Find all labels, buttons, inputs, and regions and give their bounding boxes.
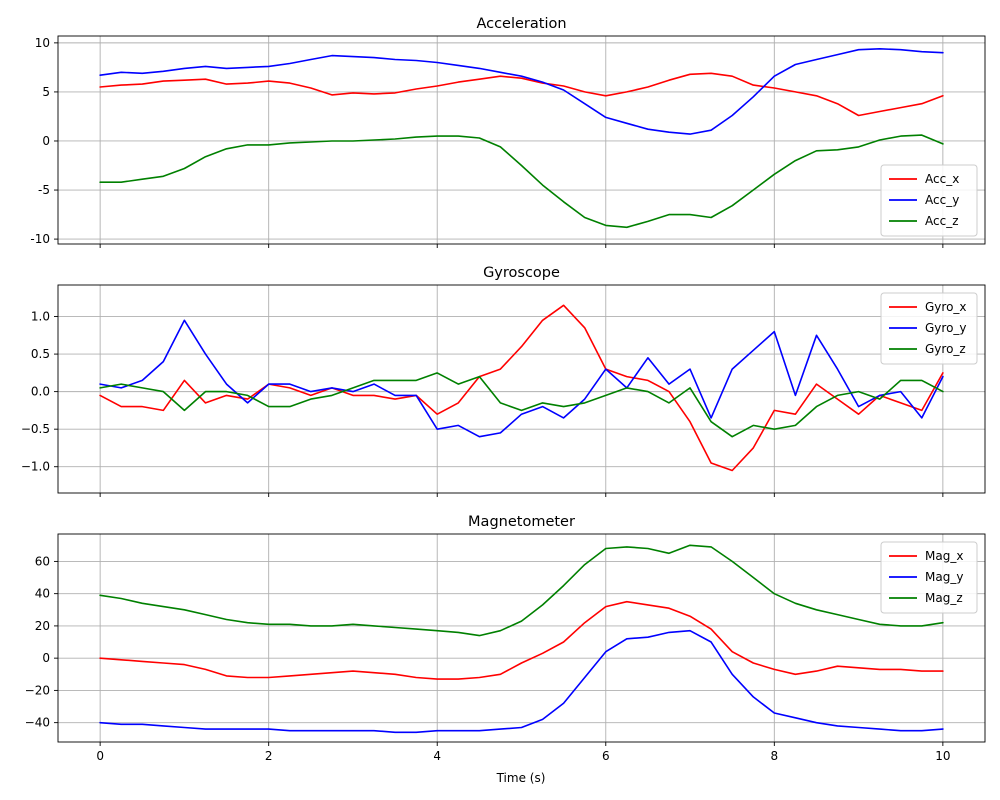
legend-label-mag-z: Mag_z bbox=[925, 591, 963, 605]
x-tick-label: 8 bbox=[770, 749, 778, 763]
x-tick-label: 4 bbox=[433, 749, 441, 763]
series-line-mag-z bbox=[99, 544, 944, 637]
legend-label-mag-x: Mag_x bbox=[925, 549, 963, 563]
series-line-acc-x bbox=[99, 72, 944, 117]
y-tick-label: -10 bbox=[30, 232, 50, 246]
y-tick-label: −40 bbox=[25, 716, 50, 730]
series-line-mag-y bbox=[99, 629, 944, 734]
y-tick-label: 20 bbox=[35, 619, 50, 633]
legend: Acc_x Acc_y Acc_z bbox=[880, 164, 978, 237]
subplot-title: Gyroscope bbox=[483, 265, 560, 281]
legend-label-gyro-y: Gyro_y bbox=[925, 321, 967, 335]
series-line-acc-z bbox=[99, 134, 944, 229]
y-tick-label: −20 bbox=[25, 683, 50, 697]
y-tick-label: 0 bbox=[42, 651, 50, 665]
x-tick-label: 6 bbox=[602, 749, 610, 763]
legend-label-gyro-z: Gyro_z bbox=[925, 342, 966, 356]
y-tick-label: 0.0 bbox=[31, 385, 50, 399]
x-axis-label: Time (s) bbox=[496, 771, 546, 785]
legend-box bbox=[880, 541, 978, 614]
y-tick-label: 60 bbox=[35, 554, 50, 568]
x-tick-label: 10 bbox=[935, 749, 950, 763]
plot-frame bbox=[57, 35, 986, 245]
legend: Gyro_x Gyro_y Gyro_z bbox=[880, 292, 978, 365]
series-line-gyro-z bbox=[99, 372, 944, 438]
legend-box bbox=[880, 292, 978, 365]
legend-box bbox=[880, 164, 978, 237]
subplot-panels: -10 -5 0 5 10 Acceleration Acc_x Acc_y Acc_z −1.0… bbox=[21, 16, 986, 763]
series-line-acc-y bbox=[99, 47, 944, 135]
legend-label-acc-x: Acc_x bbox=[925, 172, 959, 186]
series-line-gyro-x bbox=[99, 304, 944, 472]
subplot-magnetometer: 0 2 4 6 8 10−40−200204060MagnetometerMag_xMag… bbox=[25, 514, 986, 763]
x-tick-label: 2 bbox=[265, 749, 273, 763]
series-line-gyro-y bbox=[99, 319, 944, 438]
legend: Mag_x Mag_y Mag_z bbox=[880, 541, 978, 614]
plot-frame bbox=[57, 284, 986, 494]
y-tick-label: 40 bbox=[35, 587, 50, 601]
x-tick-label: 0 bbox=[96, 749, 104, 763]
legend-label-acc-z: Acc_z bbox=[925, 214, 959, 228]
subplot-title: Acceleration bbox=[476, 16, 566, 32]
legend-label-mag-y: Mag_y bbox=[925, 570, 963, 584]
y-tick-label: 0.5 bbox=[31, 347, 50, 361]
plot-frame bbox=[57, 533, 986, 743]
subplot-acceleration: -10 -5 0 5 10 Acceleration Acc_x Acc_y Acc_z bbox=[30, 16, 986, 248]
y-tick-label: −1.0 bbox=[21, 460, 50, 474]
y-tick-label: 1.0 bbox=[31, 310, 50, 324]
y-tick-label: 5 bbox=[42, 85, 50, 99]
y-tick-label: 0 bbox=[42, 134, 50, 148]
legend-label-acc-y: Acc_y bbox=[925, 193, 959, 207]
subplot-title: Magnetometer bbox=[468, 514, 575, 530]
legend-label-gyro-x: Gyro_x bbox=[925, 300, 967, 314]
y-tick-label: −0.5 bbox=[21, 422, 50, 436]
y-tick-label: 10 bbox=[35, 36, 50, 50]
series-line-mag-x bbox=[99, 600, 944, 680]
subplot-gyroscope: −1.0−0.50.00.51.0GyroscopeGyro_xGyro_yGy… bbox=[21, 265, 986, 497]
y-tick-label: -5 bbox=[38, 183, 50, 197]
